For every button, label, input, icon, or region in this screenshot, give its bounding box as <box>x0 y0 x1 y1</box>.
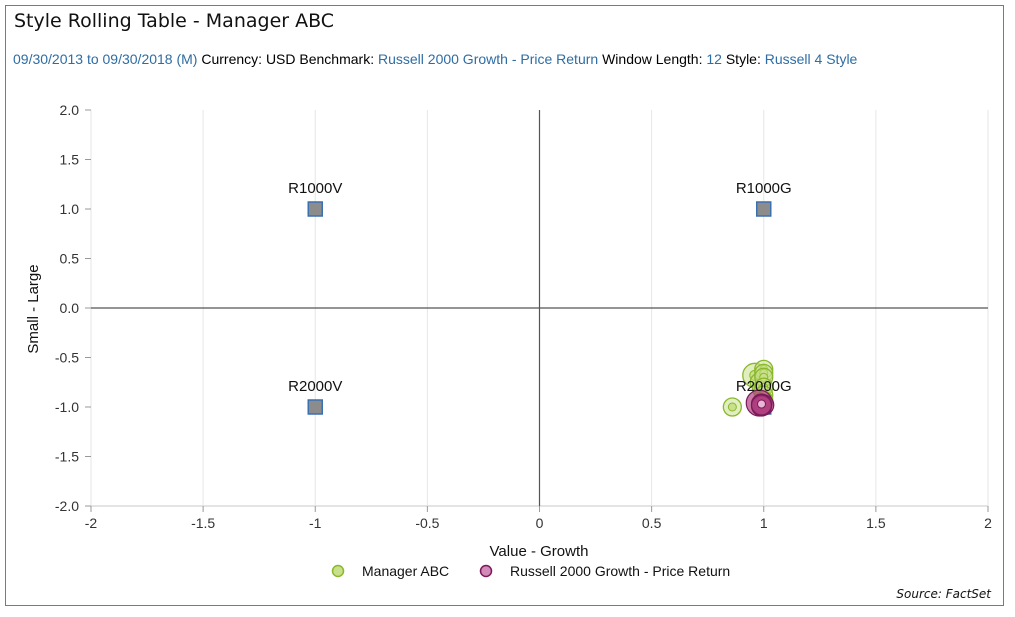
legend-marker-benchmark <box>479 564 493 578</box>
manager-point-core <box>727 402 737 412</box>
style-index-marker-r1000v <box>307 201 323 217</box>
x-tick-label: 1 <box>760 515 768 531</box>
style-labels: R1000V R1000G R2000V R2000G <box>288 180 792 395</box>
y-tick-label: -1.5 <box>55 449 79 465</box>
legend-item-manager[interactable]: Manager ABC <box>331 563 450 579</box>
data-marks <box>307 201 775 417</box>
x-tick-label: -0.5 <box>415 515 439 531</box>
x-axis-title: Value - Growth <box>490 543 589 560</box>
y-tick-label: 0.0 <box>60 300 80 316</box>
style-label: Style: <box>725 51 761 67</box>
style-index-label-r2000g: R2000G <box>736 378 792 395</box>
benchmark-link[interactable]: Russell 2000 Growth - Price Return <box>377 51 599 67</box>
benchmark-point-core <box>757 399 767 409</box>
window-length-label: Window Length: <box>602 51 703 67</box>
legend-label-benchmark: Russell 2000 Growth - Price Return <box>510 563 730 579</box>
y-tick-label: 1.0 <box>60 201 80 217</box>
x-tick-label: -1.5 <box>191 515 215 531</box>
y-axis-title: Small - Large <box>25 264 42 353</box>
x-tick-label: 0.5 <box>642 515 662 531</box>
legend-label-manager: Manager ABC <box>362 563 449 579</box>
x-tick-label: 1.5 <box>866 515 886 531</box>
source-note: Source: FactSet <box>896 587 991 601</box>
y-tick-label: 2.0 <box>60 102 80 118</box>
style-index-label-r1000v: R1000V <box>288 180 342 197</box>
y-tick-label: -2.0 <box>55 498 79 514</box>
legend-marker-manager <box>331 564 345 578</box>
x-tick-label: 2 <box>984 515 992 531</box>
y-tick-label: -0.5 <box>55 350 79 366</box>
style-index-label-r2000v: R2000V <box>288 378 342 395</box>
axes: -2 -1.5 -1 -0.5 0 0.5 1 1.5 2 2.0 1.5 1.0 0.5 0.0 -0.5… <box>55 102 992 531</box>
currency-value: USD <box>265 51 296 67</box>
report-parameters: 09/30/2013 to 09/30/2018 (M) Currency: U… <box>13 51 857 67</box>
x-tick-label: 0 <box>536 515 544 531</box>
x-tick-label: -1 <box>309 515 322 531</box>
benchmark-label: Benchmark: <box>299 51 375 67</box>
window-length-link[interactable]: 12 <box>706 51 722 67</box>
date-range-link[interactable]: 09/30/2013 to 09/30/2018 (M) <box>13 51 198 67</box>
style-link[interactable]: Russell 4 Style <box>764 51 858 67</box>
y-tick-label: 1.5 <box>60 152 80 168</box>
currency-label: Currency: <box>201 51 263 67</box>
y-tick-label: 0.5 <box>60 251 80 267</box>
legend-item-benchmark[interactable]: Russell 2000 Growth - Price Return <box>479 563 731 579</box>
style-index-marker-r1000g <box>756 201 772 217</box>
page-title: Style Rolling Table - Manager ABC <box>14 10 335 32</box>
y-tick-label: -1.0 <box>55 399 79 415</box>
legend: Manager ABC Russell 2000 Growth - Price … <box>331 563 731 579</box>
style-index-marker-r2000v <box>307 399 323 415</box>
style-index-label-r1000g: R1000G <box>736 180 792 197</box>
x-tick-label: -2 <box>85 515 98 531</box>
